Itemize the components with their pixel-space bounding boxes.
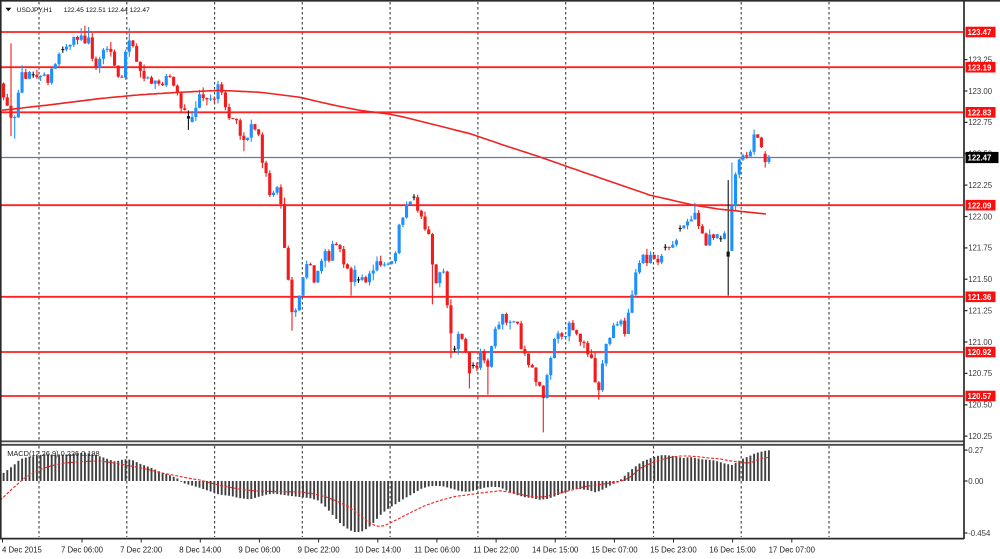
- svg-text:USDJPY,H1: USDJPY,H1: [17, 7, 53, 14]
- svg-text:7 Dec 22:00: 7 Dec 22:00: [120, 546, 163, 555]
- svg-text:-0.454: -0.454: [968, 529, 991, 538]
- svg-text:121.00: 121.00: [968, 338, 993, 347]
- svg-text:17 Dec 07:00: 17 Dec 07:00: [769, 546, 816, 555]
- svg-text:7 Dec 06:00: 7 Dec 06:00: [61, 546, 104, 555]
- svg-text:120.75: 120.75: [968, 369, 993, 378]
- svg-text:9 Dec 06:00: 9 Dec 06:00: [238, 546, 281, 555]
- svg-text:9 Dec 22:00: 9 Dec 22:00: [298, 546, 341, 555]
- svg-text:122.47: 122.47: [968, 154, 992, 163]
- svg-text:123.47: 123.47: [968, 28, 992, 37]
- svg-text:11 Dec 22:00: 11 Dec 22:00: [473, 546, 519, 555]
- svg-text:121.36: 121.36: [968, 293, 993, 302]
- svg-text:16 Dec 15:00: 16 Dec 15:00: [709, 546, 756, 555]
- svg-text:4 Dec 2015: 4 Dec 2015: [2, 546, 43, 555]
- svg-text:121.25: 121.25: [968, 306, 993, 315]
- svg-text:120.50: 120.50: [968, 401, 993, 410]
- svg-text:121.75: 121.75: [968, 244, 993, 253]
- svg-text:8 Dec 14:00: 8 Dec 14:00: [179, 546, 222, 555]
- svg-text:122.25: 122.25: [968, 181, 993, 190]
- svg-text:123.00: 123.00: [968, 87, 993, 96]
- svg-text:120.92: 120.92: [968, 348, 993, 357]
- svg-text:120.57: 120.57: [968, 392, 992, 401]
- svg-text:122.75: 122.75: [968, 118, 993, 127]
- svg-text:122.09: 122.09: [968, 201, 993, 210]
- svg-text:123.25: 123.25: [968, 55, 993, 64]
- svg-text:0.00: 0.00: [968, 477, 984, 486]
- svg-text:14 Dec 15:00: 14 Dec 15:00: [532, 546, 579, 555]
- svg-text:120.25: 120.25: [968, 432, 993, 441]
- svg-text:123.19: 123.19: [968, 63, 993, 72]
- svg-text:15 Dec 23:00: 15 Dec 23:00: [650, 546, 697, 555]
- svg-text:121.50: 121.50: [968, 275, 993, 284]
- svg-text:122.45 122.51 122.44 122.47: 122.45 122.51 122.44 122.47: [64, 7, 150, 14]
- svg-text:122.83: 122.83: [968, 108, 993, 117]
- svg-text:0.27: 0.27: [968, 446, 983, 455]
- svg-text:11 Dec 06:00: 11 Dec 06:00: [414, 546, 460, 555]
- svg-text:10 Dec 14:00: 10 Dec 14:00: [355, 546, 402, 555]
- svg-text:122.00: 122.00: [968, 212, 993, 221]
- svg-text:MACD(12,26,9) 0.226 0.198: MACD(12,26,9) 0.226 0.198: [7, 449, 99, 458]
- svg-text:15 Dec 07:00: 15 Dec 07:00: [591, 546, 638, 555]
